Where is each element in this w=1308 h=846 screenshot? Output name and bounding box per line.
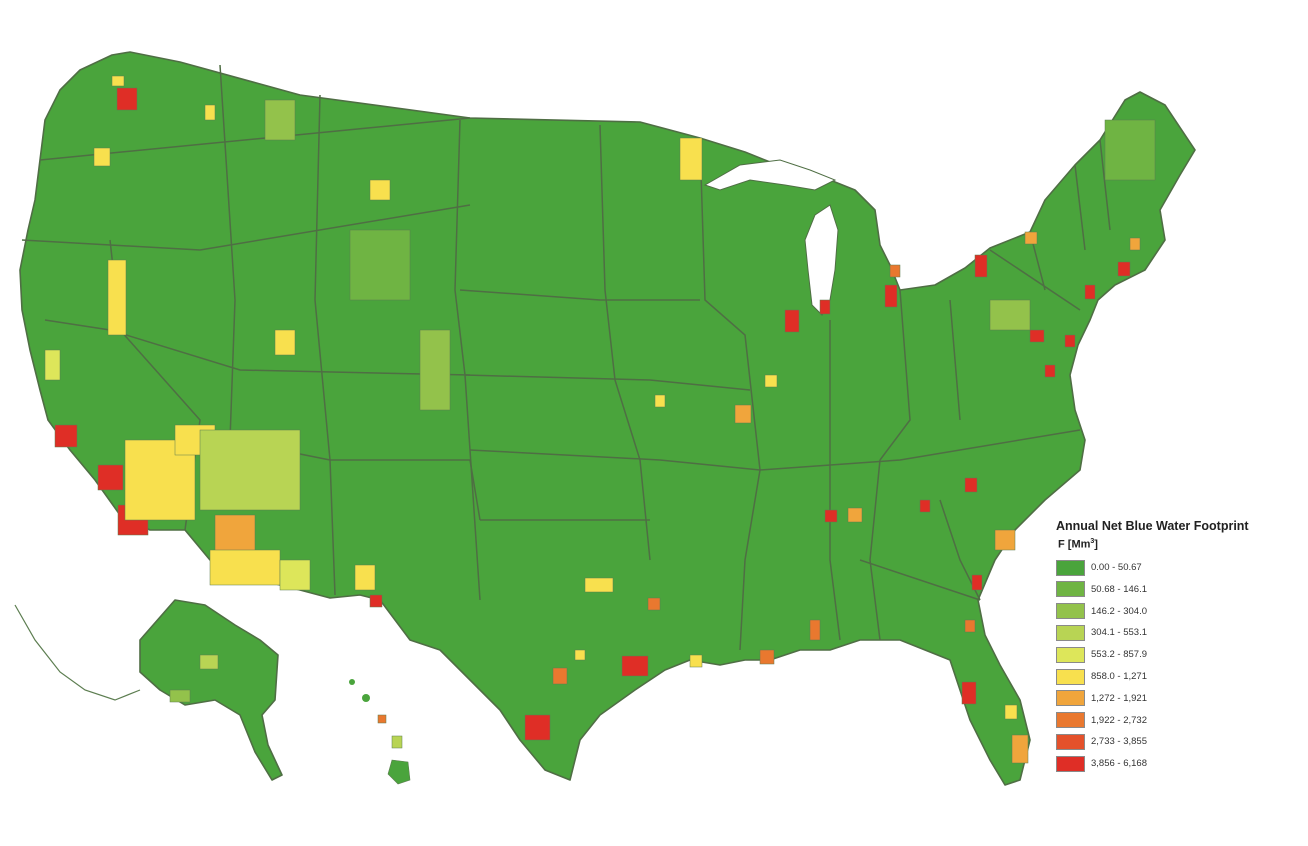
legend-swatch [1056, 733, 1085, 750]
legend-swatch [1056, 668, 1085, 685]
conus-landmass [19, 51, 1196, 786]
legend-row: 0.00 - 50.67 [1056, 557, 1296, 579]
legend-label: 3,856 - 6,168 [1091, 758, 1147, 770]
map-legend: Annual Net Blue Water Footprint F [Mm3] … [1056, 519, 1296, 775]
legend-swatch [1056, 755, 1085, 772]
legend-swatch [1056, 646, 1085, 663]
legend-label: 1,922 - 2,732 [1091, 714, 1147, 726]
conus-outline [19, 51, 1196, 786]
legend-swatch [1056, 690, 1085, 707]
legend-rows: 0.00 - 50.67 50.68 - 146.1 146.2 - 304.0 30… [1056, 557, 1296, 775]
legend-row: 2,733 - 3,855 [1056, 731, 1296, 753]
legend-row: 50.68 - 146.1 [1056, 578, 1296, 600]
legend-label: 146.2 - 304.0 [1091, 605, 1147, 617]
county-highlights [44, 75, 1156, 764]
state-boundaries [21, 64, 1111, 651]
legend-row: 858.0 - 1,271 [1056, 666, 1296, 688]
legend-label: 858.0 - 1,271 [1091, 671, 1147, 683]
legend-label: 1,272 - 1,921 [1091, 692, 1147, 704]
legend-swatch [1056, 559, 1085, 576]
hawaii [349, 679, 411, 785]
legend-swatch [1056, 581, 1085, 598]
legend-row: 146.2 - 304.0 [1056, 600, 1296, 622]
alaska-county-highlight [169, 689, 191, 703]
legend-row: 3,856 - 6,168 [1056, 753, 1296, 775]
legend-row: 1,272 - 1,921 [1056, 687, 1296, 709]
legend-label: 0.00 - 50.67 [1091, 562, 1142, 574]
legend-swatch [1056, 624, 1085, 641]
aleutian-islands [14, 604, 141, 701]
legend-row: 304.1 - 553.1 [1056, 622, 1296, 644]
legend-swatch [1056, 603, 1085, 620]
legend-swatch [1056, 712, 1085, 729]
alaska-county-highlight [199, 654, 219, 670]
lake-superior [703, 159, 837, 191]
legend-unit: F [Mm3] [1058, 538, 1098, 551]
legend-label: 50.68 - 146.1 [1091, 583, 1147, 595]
legend-label: 553.2 - 857.9 [1091, 649, 1147, 661]
alaska [139, 599, 283, 781]
legend-row: 1,922 - 2,732 [1056, 709, 1296, 731]
legend-label: 304.1 - 553.1 [1091, 627, 1147, 639]
legend-label: 2,733 - 3,855 [1091, 736, 1147, 748]
legend-title: Annual Net Blue Water Footprint [1056, 519, 1249, 533]
legend-row: 553.2 - 857.9 [1056, 644, 1296, 666]
